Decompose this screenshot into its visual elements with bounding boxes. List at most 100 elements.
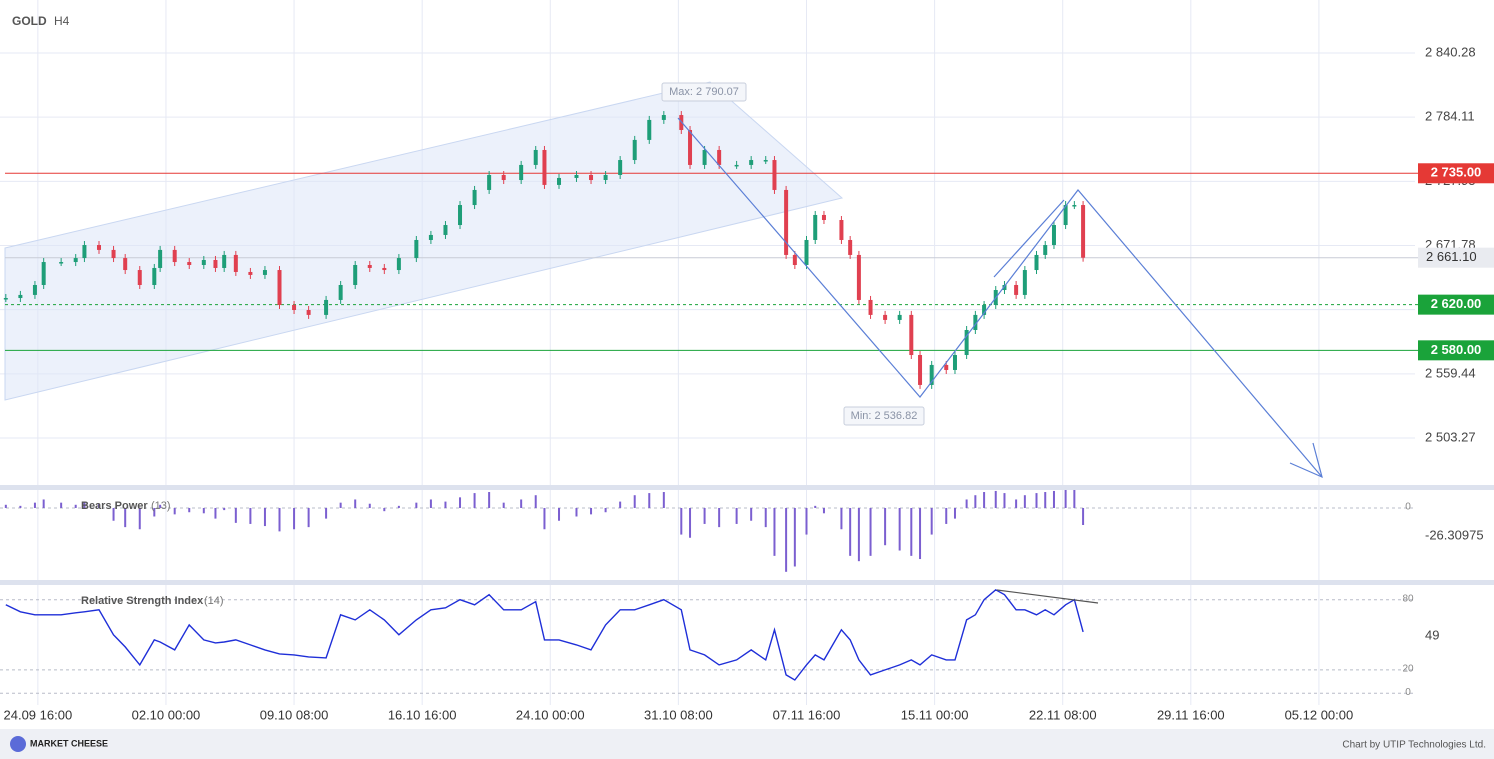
candle-body [41,262,46,285]
candle-body [542,149,547,185]
candle-body [647,119,652,140]
indicator-bar [773,507,776,556]
indicator-bar [339,502,342,508]
indicator-bar [488,492,491,508]
candle-body [688,129,693,165]
candle-body [3,298,8,300]
candle-body [187,262,192,266]
indicator-bar [415,502,418,508]
candle-body [338,284,343,300]
candle-body [82,245,87,259]
y-tick-label: 2 840.28 [1425,44,1476,59]
candle-body [982,304,987,315]
candle-body [944,364,949,370]
candle-body [632,139,637,161]
indicator-bar [994,490,997,508]
candle-body [749,160,754,165]
arrow-head [1289,442,1323,479]
level-badge [1418,163,1494,184]
candle-body [1051,225,1056,246]
indicator-level-label: 0 [1405,502,1411,513]
candle-body [848,239,853,255]
candle-body [557,177,562,185]
candle-body [73,258,78,263]
x-tick-label: 15.11 00:00 [901,707,969,722]
indicator-bar [930,507,933,535]
candle-body [248,271,253,275]
candle-body [18,294,23,299]
indicator-bar [4,504,7,508]
candle-body [172,249,177,263]
indicator-bar [945,507,948,524]
indicator-bar [1044,492,1047,508]
candle-body [96,245,101,250]
candle-body [213,259,218,268]
candle-body [123,258,128,271]
candle-body [443,225,448,235]
indicator-bar [898,507,901,551]
indicator-bar [278,507,281,532]
candle-body [396,258,401,271]
candle-body [428,234,433,240]
level-badge [1418,294,1494,315]
candle-body [702,149,707,165]
candle-body [856,254,861,300]
indicator-bar [793,507,796,567]
indicator-bar [703,507,706,524]
candle-body [1022,270,1027,295]
candle-body [574,174,579,178]
candle-body [306,310,311,315]
x-tick-label: 24.09 16:00 [4,707,73,722]
indicator-bar [750,507,753,521]
logo-icon [10,736,26,752]
y-tick-label: 2 503.27 [1425,429,1476,444]
indicator-bar [619,501,622,508]
candle-body [734,164,739,167]
indicator-bar [502,502,505,508]
trend-line [993,199,1065,278]
indicator-bar [590,507,593,515]
indicator-bar [124,507,127,528]
indicator-bar [263,507,266,527]
indicator-bar [293,507,296,530]
indicator-bar [83,501,86,508]
x-tick-label: 31.10 08:00 [644,707,713,722]
indicator-bar [444,501,447,508]
indicator-level-label: 80 [1402,593,1414,604]
indicator-bar [633,495,636,508]
indicator-bar [1073,488,1076,508]
candle-body [661,115,666,120]
candle-body [1081,205,1086,258]
candle-body [804,239,809,266]
y-tick-label: 2 784.11 [1425,109,1475,124]
max-badge [661,82,747,102]
indicator-bar [1052,490,1055,508]
levels-layer [5,172,1418,351]
price-channel [4,81,844,401]
candle-body [1072,205,1077,207]
min-badge [843,406,925,426]
candle-body [973,314,978,330]
candle-body [111,249,116,259]
x-tick-label: 24.10 00:00 [516,707,585,722]
candle-body [158,249,163,268]
indicator-bar [805,507,808,535]
candle-body [487,174,492,190]
candle-body [897,314,902,320]
pane-separator [0,580,1494,585]
candle-body [813,214,818,240]
indicator-bar [368,503,371,508]
indicator-bar [249,507,252,524]
indicator-bar [1023,495,1026,508]
credit: Chart by UTIP Technologies Ltd. [1342,740,1486,751]
indicator-bar [159,504,162,508]
indicator-bar [138,507,141,530]
candle-body [367,265,372,268]
indicator-bar [354,499,357,508]
indicator-bar [604,507,607,513]
indicator-bar [869,507,872,556]
candle-body [603,174,608,181]
indicator-bar [383,507,386,512]
candle-body [868,299,873,315]
